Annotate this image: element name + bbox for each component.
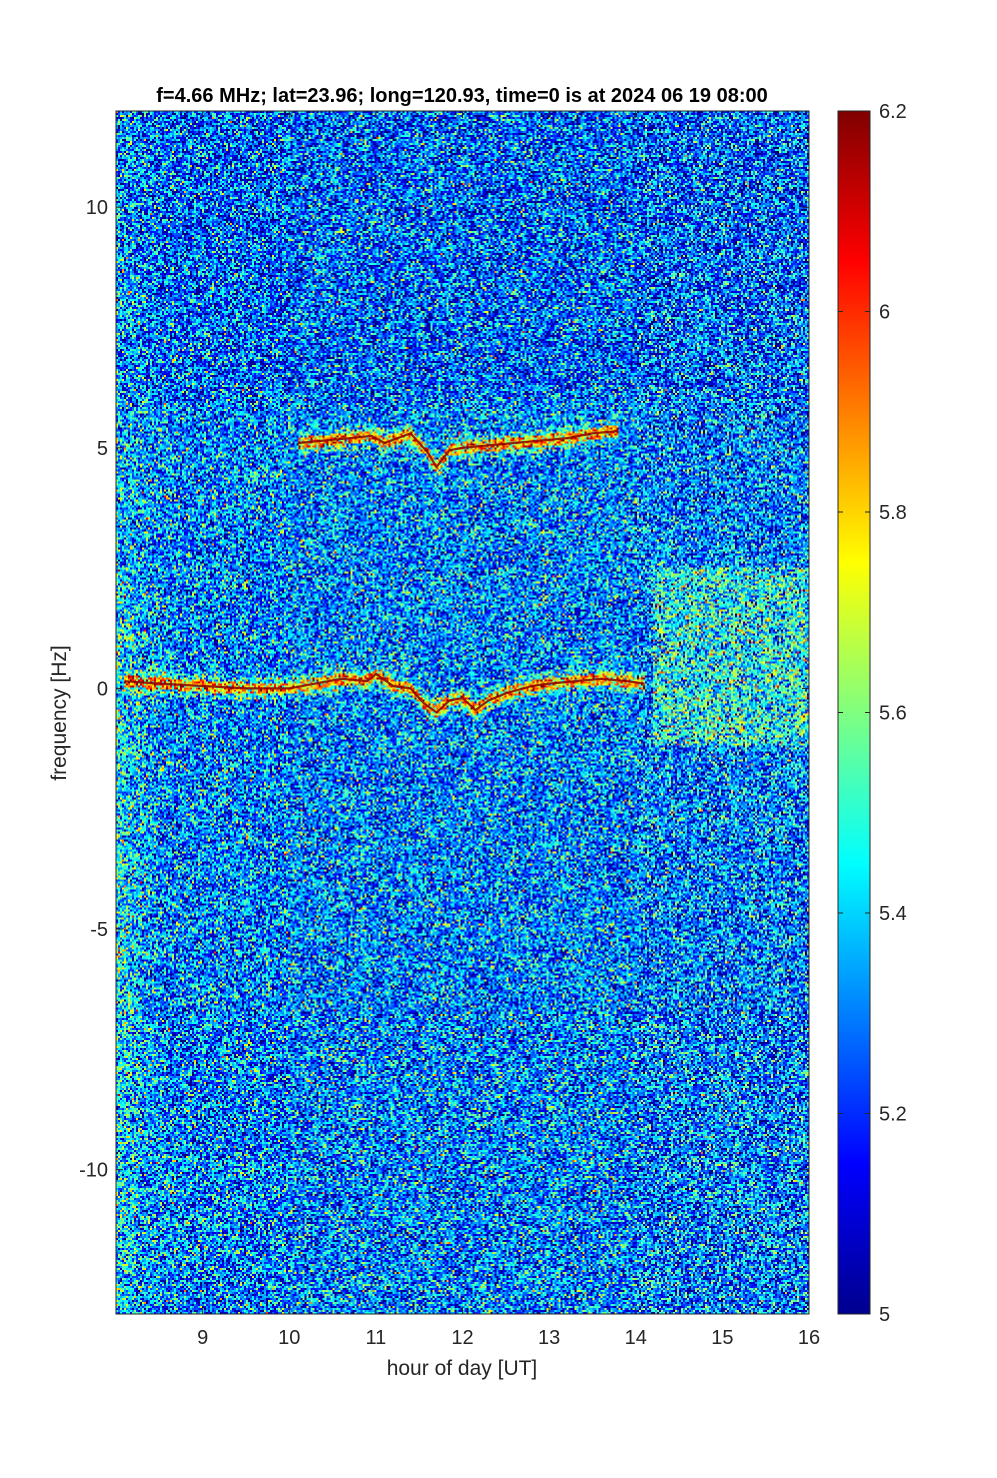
y-axis: -10 -5 0 5 10 — [79, 197, 809, 1182]
x-tick-label: 15 — [711, 1327, 733, 1349]
colorbar-tick-label: 5.6 — [879, 703, 907, 725]
colorbar-ticks: 5 5.2 5.4 5.6 5.8 6 6.2 — [838, 101, 907, 1326]
colorbar-tick-label: 6.2 — [879, 101, 907, 123]
x-tick-label: 13 — [538, 1327, 560, 1349]
signal-traces — [124, 429, 645, 714]
signal-trace-2 — [297, 429, 619, 469]
y-tick-label: -10 — [79, 1160, 108, 1182]
chart-title: f=4.66 MHz; lat=23.96; long=120.93, time… — [156, 85, 767, 107]
x-tick-label: 10 — [278, 1327, 300, 1349]
x-tick-label: 14 — [625, 1327, 647, 1349]
x-tick-label: 11 — [365, 1327, 386, 1349]
signal-trace-1 — [124, 672, 645, 714]
colorbar-tick-label: 5.4 — [879, 903, 907, 925]
x-axis: 9 10 11 12 13 14 15 16 — [197, 111, 820, 1349]
colorbar-tick-label: 6 — [879, 302, 890, 324]
colorbar-tick-label: 5.2 — [879, 1104, 907, 1126]
colorbar-gradient — [838, 111, 870, 1314]
y-tick-label: 10 — [86, 197, 108, 219]
x-tick-label: 9 — [197, 1327, 208, 1349]
y-tick-label: -5 — [90, 919, 108, 941]
y-tick-label: 0 — [97, 678, 108, 700]
y-axis-label: frequency [Hz] — [48, 645, 71, 780]
x-tick-label: 16 — [798, 1327, 820, 1349]
y-tick-label: 5 — [97, 438, 108, 460]
x-tick-label: 12 — [451, 1327, 473, 1349]
plot-area: 9 10 11 12 13 14 15 16 -10 -5 0 5 10 — [79, 110, 820, 1349]
x-axis-label: hour of day [UT] — [387, 1357, 538, 1380]
colorbar-tick-label: 5 — [879, 1304, 890, 1326]
heatmap-image — [116, 111, 809, 1314]
colorbar: 5 5.2 5.4 5.6 5.8 6 6.2 — [837, 101, 907, 1326]
colorbar-tick-label: 5.8 — [879, 502, 907, 524]
